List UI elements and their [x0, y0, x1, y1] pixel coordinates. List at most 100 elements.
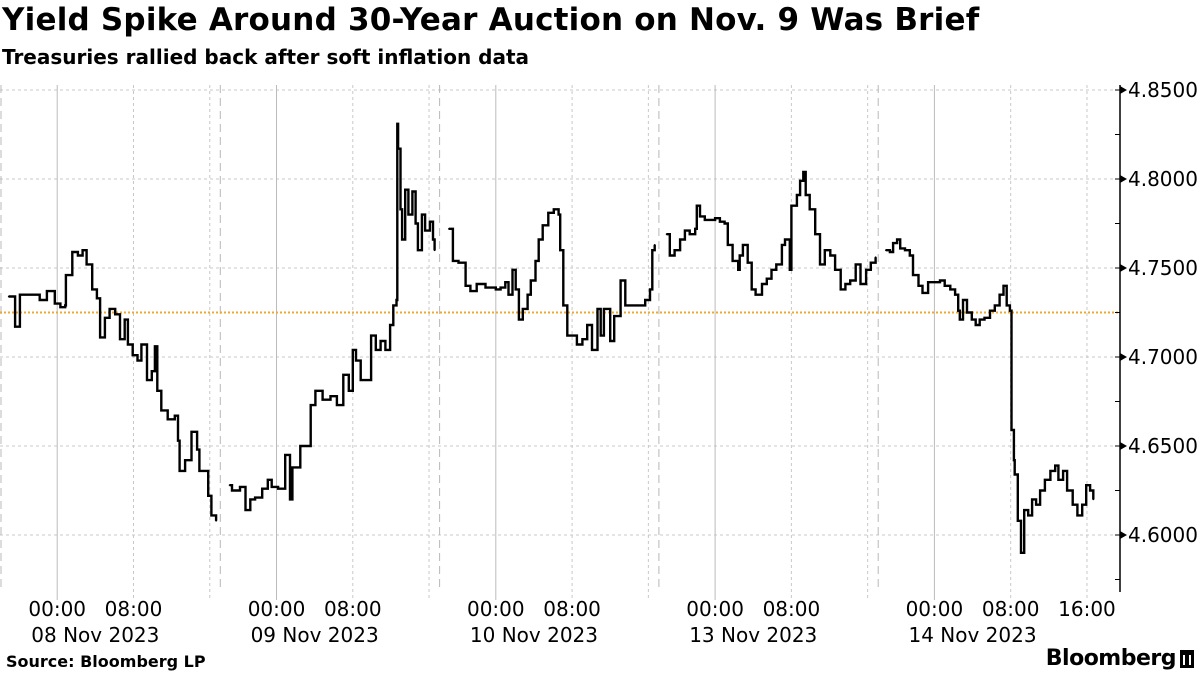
data-point [119, 338, 121, 341]
data-point [342, 373, 345, 376]
data-point [974, 324, 977, 326]
y-tick-arrow [1120, 353, 1127, 361]
data-point [351, 348, 354, 351]
x-tick-date-label: 09 Nov 2023 [251, 623, 379, 647]
data-point [649, 288, 651, 291]
data-point [424, 229, 426, 232]
data-point [184, 459, 187, 462]
data-point [64, 304, 67, 307]
data-point [958, 318, 961, 321]
data-point [411, 190, 414, 193]
data-point [23, 293, 26, 296]
data-point [790, 204, 793, 207]
chart-title: Yield Spike Around 30-Year Auction on No… [2, 2, 980, 38]
data-point [374, 348, 377, 351]
series-line-09-nov-2023 [229, 122, 436, 512]
series-line-13-nov-2023 [666, 170, 877, 296]
data-point [921, 292, 924, 294]
x-tick-time-label: 00:00 [686, 597, 744, 621]
data-point [780, 243, 783, 246]
data-point [796, 194, 798, 196]
data-point [103, 316, 106, 319]
data-point [865, 268, 867, 271]
data-point [45, 290, 48, 293]
data-point [746, 261, 749, 264]
data-point [514, 288, 517, 291]
data-point [384, 348, 387, 351]
data-point [156, 389, 159, 392]
data-point [726, 243, 729, 246]
data-point [284, 454, 287, 456]
data-point [146, 379, 148, 382]
data-point [215, 519, 218, 522]
data-point [754, 293, 757, 296]
y-tick-arrow [1120, 175, 1127, 183]
data-point [591, 348, 593, 351]
data-point [829, 254, 832, 257]
data-point [1076, 514, 1079, 517]
data-point [784, 238, 786, 241]
data-point [59, 306, 62, 309]
data-point [737, 268, 740, 271]
data-point [1057, 478, 1060, 481]
data-point [859, 283, 862, 285]
data-point [433, 249, 436, 252]
data-point [808, 208, 811, 211]
data-point [428, 220, 431, 223]
data-point [889, 251, 891, 253]
x-tick-time-label: 00:00 [906, 597, 964, 621]
data-point [899, 247, 902, 250]
data-point [765, 277, 768, 280]
data-point [526, 293, 529, 296]
data-point [874, 256, 877, 259]
x-tick-time-label: 08:00 [105, 597, 163, 621]
data-point [38, 299, 41, 301]
data-point [469, 290, 472, 293]
data-point [321, 398, 324, 401]
data-point [529, 279, 532, 282]
data-point [150, 370, 153, 373]
y-tick-label: 4.6500 [1128, 434, 1198, 458]
data-point [566, 334, 569, 337]
y-tick-arrow [1120, 86, 1127, 94]
data-point [198, 470, 201, 472]
data-point [770, 268, 773, 271]
data-point [131, 354, 134, 357]
y-tick-label: 4.7500 [1128, 256, 1198, 280]
data-point [289, 498, 291, 501]
data-point [534, 259, 537, 262]
y-tick-arrow [1120, 531, 1127, 539]
data-point [127, 343, 129, 346]
data-point [799, 179, 802, 182]
data-point [839, 288, 842, 291]
data-point [173, 414, 176, 417]
data-point [703, 219, 706, 221]
data-point [908, 254, 911, 257]
data-point [1005, 304, 1008, 307]
data-point [239, 486, 241, 488]
data-point [370, 334, 372, 337]
y-tick-label: 4.8000 [1128, 167, 1198, 191]
data-point [1054, 464, 1057, 467]
series-line-14-nov-2023 [885, 238, 1095, 554]
data-point [507, 293, 510, 296]
data-point [277, 487, 279, 490]
data-point [673, 249, 676, 252]
data-point [299, 445, 302, 447]
data-point [364, 379, 367, 382]
data-point [395, 299, 398, 301]
data-point [178, 470, 181, 472]
data-point [823, 249, 826, 252]
data-point [407, 213, 410, 216]
data-point [249, 498, 252, 501]
data-point [869, 261, 872, 264]
data-point [452, 259, 454, 262]
x-tick-time-label: 08:00 [763, 597, 821, 621]
data-point [18, 293, 21, 296]
data-point [804, 194, 807, 196]
yield-series [7, 122, 1095, 554]
y-tick-arrow [1120, 442, 1127, 450]
data-point [750, 288, 753, 291]
y-tick-label: 4.7000 [1128, 345, 1198, 369]
